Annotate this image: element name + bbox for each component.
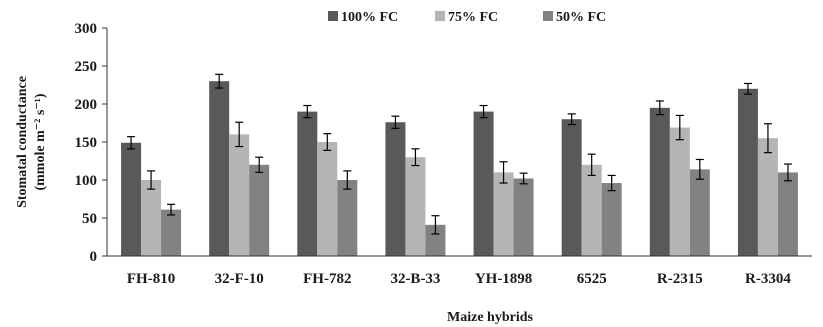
bar (405, 157, 426, 256)
bar (493, 172, 514, 256)
x-tick-label: YH-1898 (475, 271, 533, 287)
legend-label: 50% FC (556, 10, 606, 25)
y-axis-title-line2: (mmole m⁻² s⁻¹) (33, 93, 48, 190)
y-tick-label: 250 (75, 59, 98, 75)
bar (337, 180, 358, 256)
x-tick-label: 32-B-33 (390, 271, 440, 287)
y-ticks-group: 0 50 100 150 200 250 300 (75, 21, 107, 265)
bar (161, 209, 182, 256)
legend-label: 100% FC (341, 10, 398, 25)
x-tick-label: FH-810 (127, 271, 175, 287)
bar (209, 81, 230, 256)
legend-label: 75% FC (448, 10, 498, 25)
x-tick-label: 6525 (577, 271, 607, 287)
bar (513, 178, 534, 256)
bar (121, 142, 142, 256)
bar (649, 107, 670, 256)
bar (249, 164, 270, 256)
bar (581, 164, 602, 256)
y-tick-label: 0 (90, 249, 98, 265)
legend-swatch (435, 11, 445, 21)
y-tick-label: 300 (75, 21, 98, 37)
bar (473, 111, 494, 256)
bar (229, 134, 250, 256)
legend: 100% FC 75% FC 50% FC (328, 10, 606, 25)
bar (297, 111, 318, 256)
bar (669, 127, 690, 256)
y-tick-label: 150 (75, 135, 98, 151)
x-tick-label: FH-782 (303, 271, 351, 287)
y-tick-label: 200 (75, 97, 98, 113)
bar (317, 142, 338, 256)
legend-swatch (328, 11, 338, 21)
x-tick-label: R-2315 (657, 271, 703, 287)
bar (141, 180, 162, 256)
bar (689, 169, 710, 256)
bar (777, 172, 798, 256)
bar (757, 138, 778, 256)
bar (561, 119, 582, 256)
x-tick-label: R-3304 (745, 271, 791, 287)
bar (385, 122, 406, 257)
legend-swatch (543, 11, 553, 21)
error-bars-group (127, 73, 792, 235)
y-tick-label: 50 (82, 211, 97, 227)
x-ticks-group: FH-810 32-F-10 FH-782 32-B-33 YH-1898 6525 R-2… (127, 271, 791, 287)
bar (425, 224, 446, 256)
y-axis-title-line1: Stomatal conductance (15, 76, 30, 208)
bar (737, 88, 758, 256)
bars-group (121, 81, 798, 257)
x-axis-title: Maize hybrids (447, 310, 533, 325)
bar (601, 183, 622, 256)
y-tick-label: 100 (75, 173, 98, 189)
x-tick-label: 32-F-10 (215, 271, 264, 287)
